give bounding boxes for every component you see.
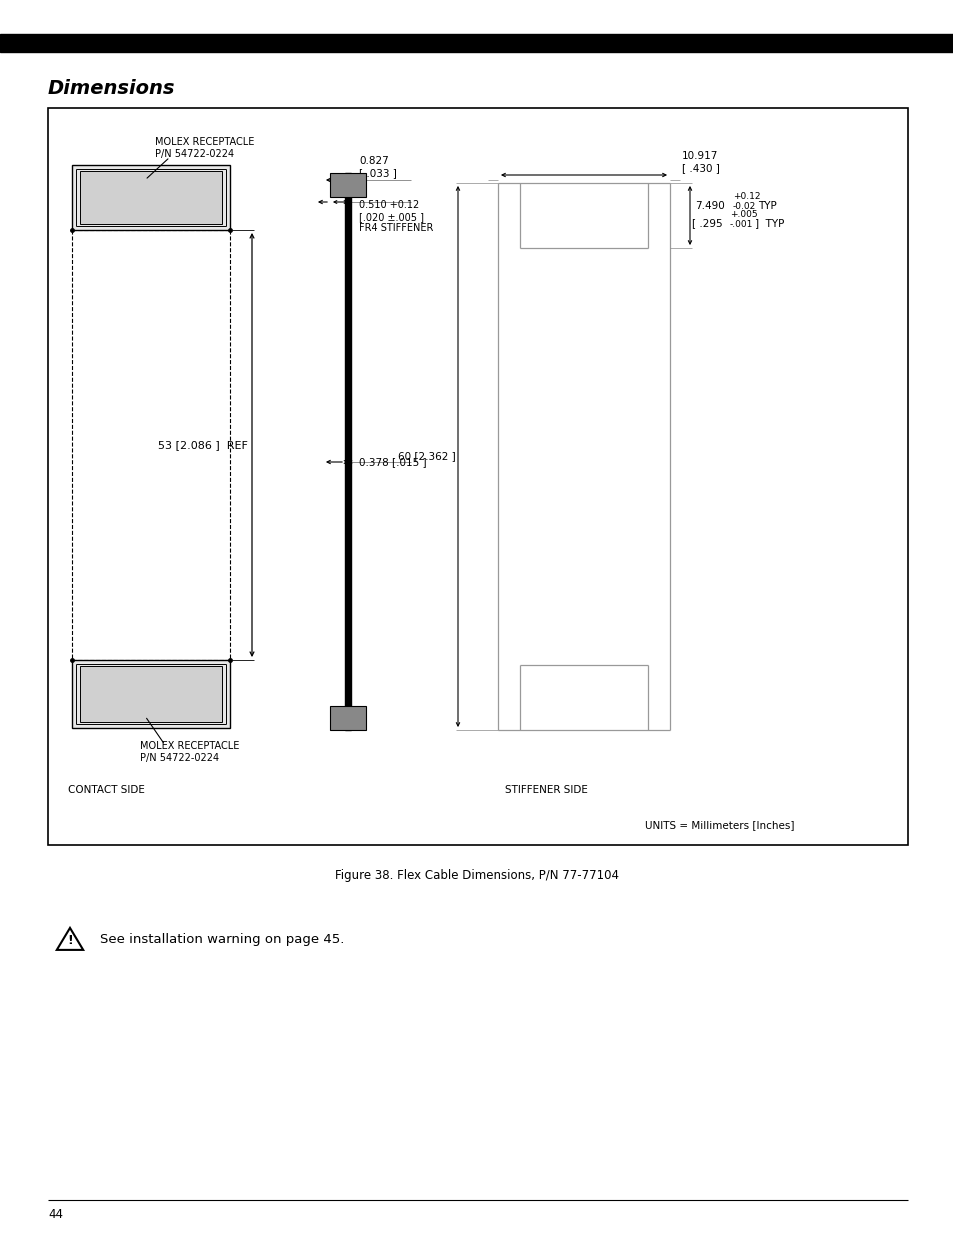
Text: 53 [2.086 ]  REF: 53 [2.086 ] REF [158,440,248,450]
Text: 0.827
[ .033 ]: 0.827 [ .033 ] [358,157,396,178]
Text: STIFFENER SIDE: STIFFENER SIDE [504,785,587,795]
Bar [330,173,366,198]
Text: MOLEX RECEPTACLE
P/N 54722-0224: MOLEX RECEPTACLE P/N 54722-0224 [140,741,239,763]
Text: TYP: TYP [758,200,776,210]
Text: 0.510 +0.12
[.020 ±.005 ]
FR4 STIFFENER: 0.510 +0.12 [.020 ±.005 ] FR4 STIFFENER [358,200,433,233]
Text: UNITS = Millimeters [Inches]: UNITS = Millimeters [Inches] [644,820,794,830]
Bar [0,35,953,52]
Text: [ .295: [ .295 [691,219,721,228]
Text: Figure 38. Flex Cable Dimensions, P/N 77-77104: Figure 38. Flex Cable Dimensions, P/N 77… [335,868,618,882]
Text: See installation warning on page 45.: See installation warning on page 45. [100,934,344,946]
Text: 44: 44 [48,1209,63,1221]
Bar [80,170,222,224]
Text: +.005
-.001: +.005 -.001 [729,210,757,230]
Bar [345,173,351,730]
Text: ]  TYP: ] TYP [754,219,783,228]
Text: CONTACT SIDE: CONTACT SIDE [68,785,145,795]
Bar [330,706,366,730]
Text: Dimensions: Dimensions [48,79,175,98]
Text: +0.12
-0.02: +0.12 -0.02 [732,191,760,211]
Bar [71,659,230,727]
Bar [48,107,907,845]
Bar [71,165,230,230]
Text: 0.378 [.015 ]: 0.378 [.015 ] [358,457,426,467]
Bar [80,666,222,722]
Text: MOLEX RECEPTACLE
P/N 54722-0224: MOLEX RECEPTACLE P/N 54722-0224 [154,137,254,159]
Text: 10.917
[ .430 ]: 10.917 [ .430 ] [681,152,720,173]
Text: 60 [2.362 ]: 60 [2.362 ] [397,452,456,462]
Text: !: ! [67,934,72,946]
Text: 7.490: 7.490 [695,200,724,210]
